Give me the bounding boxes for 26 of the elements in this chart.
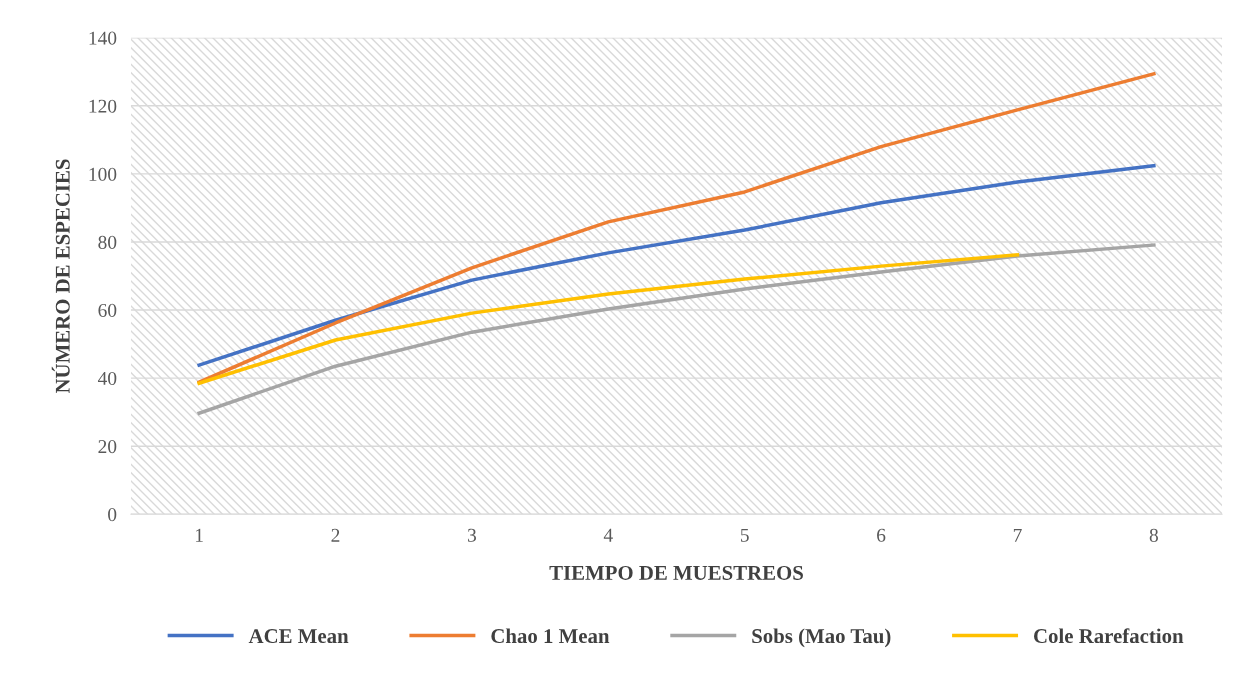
legend-label: Chao 1 Mean (491, 628, 610, 644)
y-tick-label: 140 (89, 31, 117, 45)
line-series (197, 163, 1156, 367)
x-tick-label: 3 (467, 528, 477, 542)
legend-label: Sobs (Mao Tau) (752, 628, 891, 648)
x-tick-label: 7 (1013, 528, 1022, 542)
line-series (197, 72, 1156, 384)
legend-label: Cole Rarefaction (1034, 628, 1184, 644)
y-axis-title: NÚMERO DE ESPECIES (51, 159, 70, 394)
x-axis-title: TIEMPO DE MUESTREOS (549, 565, 803, 580)
y-tick-label: 60 (98, 303, 117, 317)
x-tick-label: 8 (1149, 528, 1158, 542)
y-tick-label: 80 (98, 235, 117, 249)
y-tick-label: 120 (89, 99, 117, 113)
line-series (197, 253, 1020, 385)
x-tick-label: 4 (603, 528, 613, 542)
line-series (197, 243, 1156, 415)
x-tick-label: 2 (331, 528, 340, 542)
legend-label: ACE Mean (248, 629, 349, 644)
x-tick-label: 5 (740, 528, 749, 542)
y-tick-label: 20 (98, 440, 117, 454)
x-tick-label: 6 (877, 528, 886, 542)
y-tick-label: 40 (97, 371, 117, 386)
y-tick-label: 0 (108, 508, 117, 522)
x-tick-label: 1 (195, 528, 203, 542)
y-tick-label: 100 (89, 167, 117, 181)
